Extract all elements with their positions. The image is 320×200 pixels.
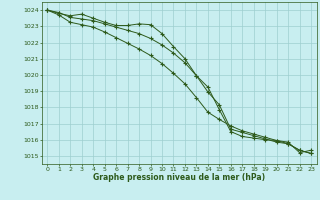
X-axis label: Graphe pression niveau de la mer (hPa): Graphe pression niveau de la mer (hPa)	[93, 173, 265, 182]
